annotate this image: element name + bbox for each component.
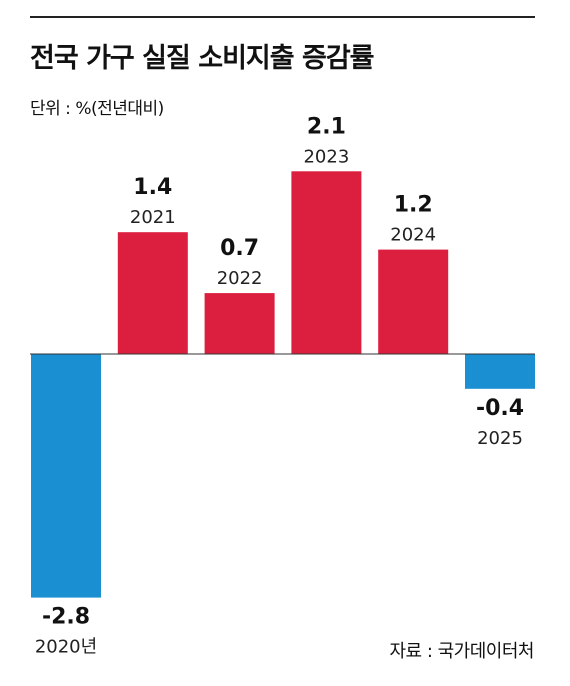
- value-label: -0.4: [476, 396, 524, 421]
- bar-2024: [378, 249, 449, 354]
- unit-label: 단위 : %(전년대비): [30, 99, 164, 119]
- bar-2022: [204, 293, 275, 354]
- chart-title: 전국 가구 실질 소비지출 증감률: [30, 43, 375, 74]
- value-label: 1.2: [394, 193, 433, 218]
- bar-2023: [291, 171, 362, 354]
- value-label: 2.1: [307, 114, 346, 139]
- category-label: 2025: [477, 428, 523, 449]
- top-rule: [30, 16, 535, 18]
- category-label: 2023: [303, 146, 349, 167]
- category-label: 2021: [130, 207, 176, 228]
- category-label: 2022: [217, 268, 263, 289]
- category-label: 2024: [390, 225, 436, 246]
- category-label: 2020년: [35, 637, 97, 658]
- value-label: -2.8: [42, 605, 90, 630]
- value-label: 0.7: [220, 236, 259, 261]
- bar-2021: [117, 232, 188, 354]
- bar-2025: [465, 354, 535, 389]
- source-label: 자료 : 국가데이터처: [389, 641, 535, 662]
- value-label: 1.4: [133, 175, 172, 200]
- bar-2020년: [31, 354, 101, 598]
